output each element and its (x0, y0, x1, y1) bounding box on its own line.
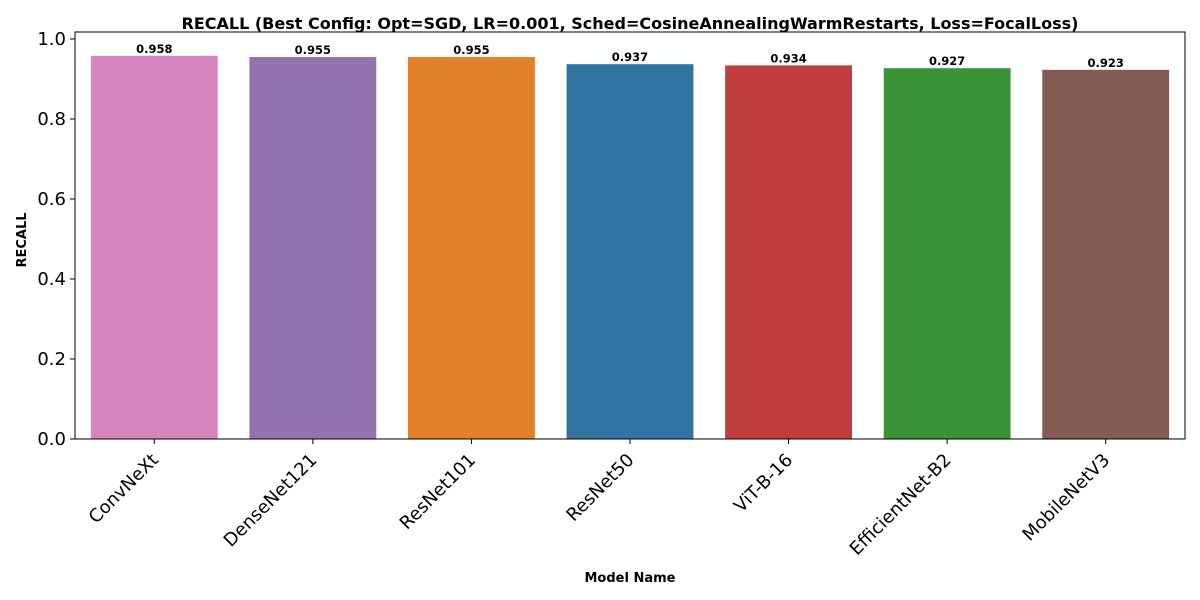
y-tick-label: 0.0 (37, 429, 66, 450)
x-tick-label: ResNet50 (562, 450, 638, 526)
x-tick-label: EfficientNet-B2 (846, 450, 956, 560)
bar-vit-b-16 (725, 65, 852, 440)
bar-value-label: 0.934 (770, 51, 806, 65)
x-tick-label: ConvNeXt (85, 450, 163, 528)
bars-layer (90, 55, 1170, 440)
bar-convnext (90, 55, 218, 440)
bar-value-label: 0.927 (929, 54, 965, 68)
bar-efficientnet-b2 (883, 68, 1011, 439)
bar-value-label: 0.937 (612, 50, 648, 64)
y-tick-label: 0.6 (37, 189, 66, 210)
y-tick-label: 1.0 (37, 29, 66, 50)
bar-mobilenetv3 (1042, 69, 1170, 440)
bar-resnet50 (566, 64, 694, 439)
x-axis: ConvNeXt DenseNet121 ResNet101 ResNet50 ViT-… (85, 439, 1114, 560)
chart-title: RECALL (Best Config: Opt=SGD, LR=0.001, … (182, 14, 1079, 33)
bar-resnet101 (408, 57, 535, 439)
bar-value-label: 0.955 (295, 43, 331, 57)
x-axis-label: Model Name (585, 571, 676, 586)
y-tick-label: 0.4 (37, 269, 66, 290)
y-axis-label: RECALL (15, 212, 30, 267)
bar-value-label: 0.958 (136, 42, 172, 56)
y-tick-label: 0.2 (37, 349, 66, 370)
bar-value-label: 0.923 (1088, 56, 1124, 70)
x-tick-label: MobileNetV3 (1018, 450, 1114, 546)
x-tick-label: ResNet101 (396, 450, 480, 534)
y-tick-label: 0.8 (37, 109, 66, 130)
bar-value-label: 0.955 (453, 43, 489, 57)
x-tick-label: DenseNet121 (220, 450, 322, 552)
bar-densenet121 (249, 57, 377, 439)
y-axis: 0.0 0.2 0.4 0.6 0.8 1.0 (37, 29, 75, 450)
x-tick-label: ViT-B-16 (730, 450, 797, 517)
value-labels-layer: 0.958 0.955 0.955 0.937 0.934 0.927 0.923 (136, 42, 1124, 70)
